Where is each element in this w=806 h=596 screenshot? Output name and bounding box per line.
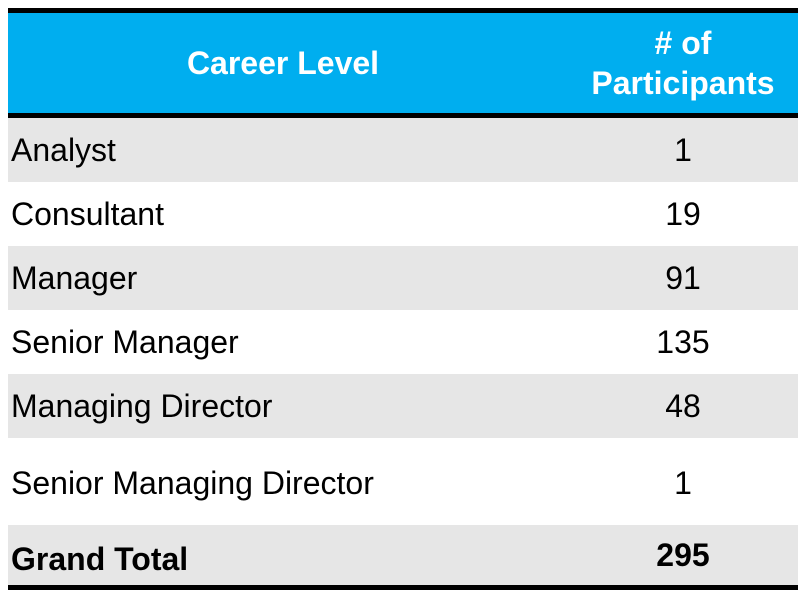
header-rule: [8, 113, 798, 118]
header-career-level: Career Level: [186, 44, 380, 81]
table-row: Analyst 1: [8, 118, 798, 182]
row-career-level: Analyst: [11, 131, 116, 168]
row-career-level: Senior Managing Director: [11, 465, 374, 501]
row-participant-count: 19: [665, 195, 701, 232]
row-participant-count: 1: [674, 131, 692, 168]
grand-total-label: Grand Total: [11, 540, 189, 577]
header-participants-line1: # of: [654, 25, 712, 61]
row-participant-count: 48: [665, 387, 701, 424]
row-career-level: Senior Manager: [11, 323, 239, 360]
row-career-level: Manager: [11, 259, 138, 296]
table-row: Senior Managing Director 1: [8, 438, 798, 525]
table-row: Consultant 19: [8, 182, 798, 246]
row-participant-count: 91: [665, 259, 701, 296]
row-participant-count: 135: [656, 323, 710, 360]
header-participants-line2: Participants: [591, 65, 775, 101]
grand-total-count: 295: [656, 536, 710, 573]
row-career-level: Consultant: [11, 195, 164, 232]
bottom-rule: [8, 585, 798, 590]
row-participant-count: 1: [674, 465, 692, 501]
table-header: Career Level # of Participants: [8, 13, 798, 113]
participants-table: Career Level # of Participants Analyst 1…: [8, 8, 798, 590]
table-row: Manager 91: [8, 246, 798, 310]
table-row: Senior Manager 135: [8, 310, 798, 374]
row-career-level: Managing Director: [11, 387, 273, 424]
header-participants: # of Participants: [568, 23, 798, 103]
table-row: Managing Director 48: [8, 374, 798, 438]
grand-total-row: Grand Total 295: [8, 525, 798, 585]
top-rule: [8, 8, 798, 13]
